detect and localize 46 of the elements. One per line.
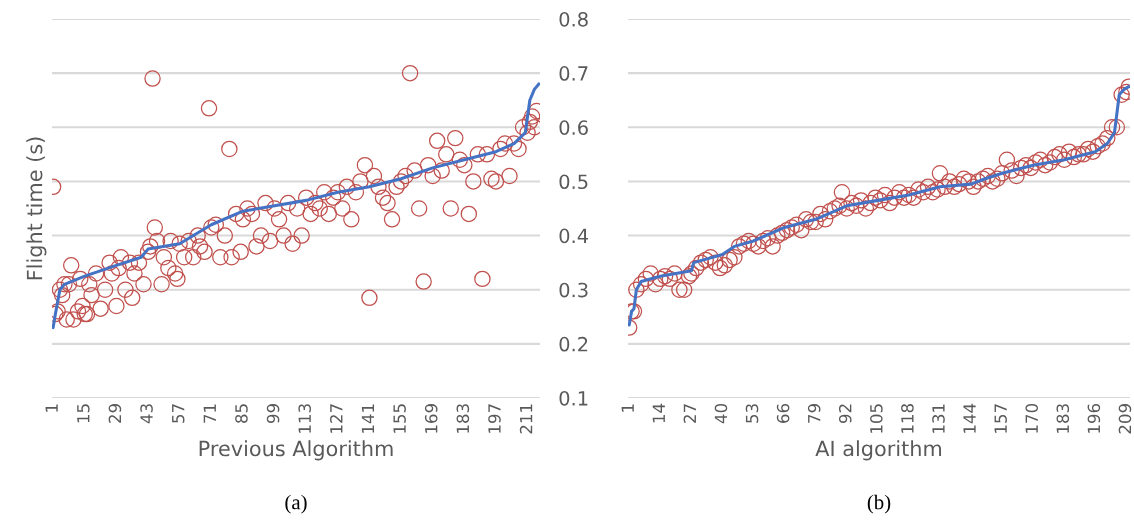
x-tick-label: 1: [45, 404, 58, 412]
x-tick-label: 40: [714, 403, 728, 424]
y-tick-label: 0.4: [559, 228, 589, 244]
x-axis-title: Previous Algorithm: [199, 440, 393, 461]
x-tick-label: 141: [361, 404, 375, 433]
text: (a): [285, 494, 307, 514]
x-tick-label: 113: [298, 404, 311, 433]
x-tick-label: 43: [140, 404, 153, 424]
x-tick-label: 14: [652, 403, 665, 423]
x-tick-label: 27: [683, 404, 696, 423]
x-tick-label: 57: [172, 404, 185, 423]
x-tick-label: 118: [901, 404, 914, 433]
y-tick-label: 0.7: [559, 66, 588, 81]
x-tick-label: 155: [393, 404, 406, 433]
x-tick-label: 183: [1056, 404, 1070, 433]
x-tick-label: 66: [776, 403, 790, 423]
y-tick-label: 0.8: [559, 11, 588, 27]
y-tick-label: 0.3: [559, 282, 588, 298]
y-tick-label: 0.6: [559, 120, 588, 135]
x-tick-label: 29: [108, 404, 122, 423]
y-tick-label: 0.5: [559, 174, 588, 190]
y-tick-label: 0.1: [559, 390, 588, 406]
y-tick-label: 0.2: [559, 336, 588, 352]
x-tick-label: 183: [456, 404, 470, 433]
x-tick-label: 99: [266, 404, 280, 424]
x-tick-label: 71: [203, 404, 216, 423]
x-tick-label: 85: [235, 404, 248, 423]
x-tick-label: 144: [963, 403, 976, 433]
x-tick-label: 105: [870, 404, 883, 433]
x-tick-label: 197: [488, 404, 501, 433]
x-tick-label: 79: [807, 404, 821, 423]
x-tick-label: 196: [1087, 403, 1101, 433]
x-axis-title: AI algorithm: [815, 440, 942, 461]
x-tick-label: 157: [994, 404, 1007, 433]
x-tick-label: 170: [1025, 403, 1039, 433]
y-axis-title: Flight time (s): [26, 137, 47, 280]
x-tick-label: 169: [424, 404, 438, 433]
x-tick-label: 209: [1118, 404, 1132, 434]
x-tick-label: 15: [77, 404, 90, 423]
text: (b): [867, 494, 891, 514]
x-tick-label: 131: [932, 404, 945, 433]
x-tick-label: 127: [330, 404, 343, 433]
x-tick-label: 1: [621, 404, 634, 412]
x-tick-label: 211: [519, 404, 533, 434]
x-tick-label: 53: [745, 404, 759, 423]
x-tick-label: 92: [838, 404, 852, 424]
